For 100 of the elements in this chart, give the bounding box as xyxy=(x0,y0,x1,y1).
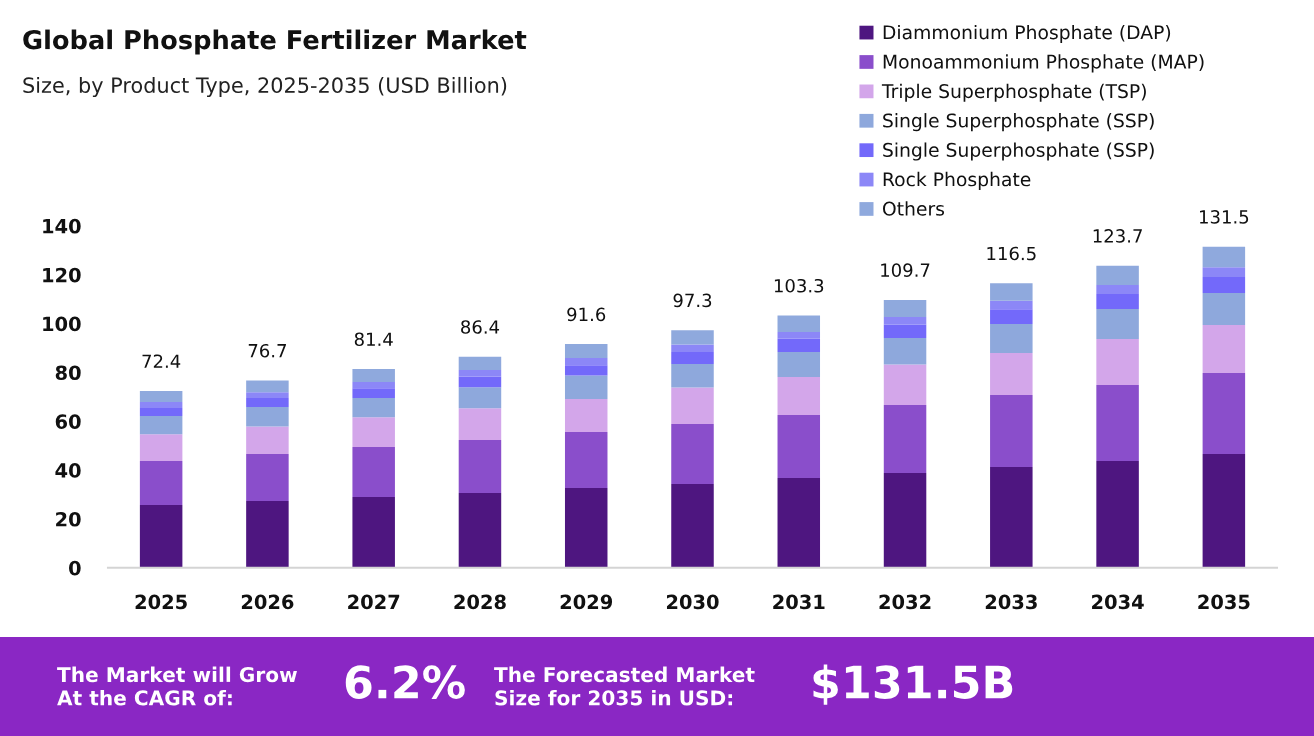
legend-label: Triple Superphosphate (TSP) xyxy=(881,83,1146,102)
bar xyxy=(458,440,502,494)
bar xyxy=(990,394,1033,467)
x-tick-label: 2029 xyxy=(560,594,613,610)
bar xyxy=(139,408,183,416)
bar xyxy=(458,408,502,441)
bar xyxy=(246,500,289,568)
bar xyxy=(139,415,183,435)
y-tick-label: 40 xyxy=(55,463,81,478)
bar xyxy=(990,352,1033,395)
bar xyxy=(777,331,821,339)
bar xyxy=(352,388,395,399)
bar xyxy=(564,432,608,488)
bar xyxy=(139,434,183,462)
bar xyxy=(883,299,927,317)
x-tick-label: 2035 xyxy=(1198,594,1250,610)
bar xyxy=(1202,267,1246,277)
bar xyxy=(1096,384,1139,462)
bar xyxy=(352,417,395,447)
bar xyxy=(564,487,608,568)
total-label: 86.4 xyxy=(461,320,500,334)
text: $131.5B xyxy=(813,664,1013,705)
bar xyxy=(564,365,608,376)
x-tick-label: 2032 xyxy=(879,594,931,610)
total-label: 109.7 xyxy=(881,263,930,277)
bar xyxy=(246,392,289,399)
bar xyxy=(1202,276,1246,294)
legend-label: Others xyxy=(882,201,945,216)
y-tick-label: 140 xyxy=(43,218,81,234)
bar xyxy=(777,377,821,415)
total-label: 72.4 xyxy=(142,354,181,368)
bar xyxy=(1096,285,1139,295)
bar xyxy=(777,477,821,568)
bar xyxy=(564,358,608,366)
x-tick-label: 2027 xyxy=(348,594,400,610)
bar xyxy=(139,461,183,506)
bar xyxy=(883,324,927,338)
bar xyxy=(458,376,502,388)
bar xyxy=(777,338,821,352)
bar xyxy=(990,309,1033,325)
bar xyxy=(352,398,395,418)
bar xyxy=(883,364,927,405)
y-tick-label: 80 xyxy=(55,365,81,381)
bar xyxy=(246,426,289,454)
bar xyxy=(352,381,395,389)
bar xyxy=(352,446,395,497)
bar xyxy=(990,300,1033,310)
legend-label: Single Superphosphate (SSP) xyxy=(883,142,1154,161)
x-tick-label: 2025 xyxy=(135,594,187,610)
bar xyxy=(458,369,502,377)
bar xyxy=(246,407,289,427)
bar xyxy=(352,369,395,382)
bar xyxy=(883,316,927,325)
bar xyxy=(564,399,608,433)
bar xyxy=(458,387,502,409)
bar xyxy=(883,337,927,365)
x-tick-label: 2031 xyxy=(773,594,825,610)
total-label: 123.7 xyxy=(1093,229,1142,243)
bar xyxy=(777,414,821,478)
bar xyxy=(564,344,608,359)
bar xyxy=(777,315,821,332)
total-label: 116.5 xyxy=(987,246,1036,261)
total-label: 97.3 xyxy=(673,293,712,308)
bar xyxy=(1096,461,1139,568)
bar xyxy=(1202,372,1246,454)
bar xyxy=(1096,338,1139,385)
bar xyxy=(246,380,289,393)
legend-label: Monoammonium Phosphate (MAP) xyxy=(883,54,1204,73)
bar xyxy=(1202,454,1246,568)
bar xyxy=(883,473,927,568)
legend-label: Rock Phosphate xyxy=(883,171,1031,190)
total-label: 103.3 xyxy=(774,278,824,293)
text: The Forecasted Market Size for 2035 in USD: xyxy=(494,666,755,706)
bar xyxy=(139,401,183,409)
y-tick-label: 0 xyxy=(69,560,81,576)
bar xyxy=(352,496,395,568)
legend-label: Single Superphosphate (SSP) xyxy=(883,113,1154,132)
bar xyxy=(990,324,1033,353)
bar xyxy=(1096,294,1139,309)
bar xyxy=(671,351,714,364)
bar xyxy=(883,404,927,474)
bar xyxy=(1096,265,1139,285)
x-tick-label: 2028 xyxy=(454,594,506,610)
chart-title: Global Phosphate Fertilizer Market xyxy=(23,29,527,55)
text: The Market will Grow At the CAGR of: xyxy=(57,666,297,706)
bar xyxy=(990,283,1033,301)
bar xyxy=(671,363,714,388)
chart-subtitle: Size, by Product Type, 2025-2035 (USD Billion) xyxy=(23,76,507,98)
bar xyxy=(139,505,183,568)
bar xyxy=(1202,246,1246,268)
total-label: 131.5 xyxy=(1200,210,1249,224)
y-tick-label: 20 xyxy=(56,511,81,527)
y-tick-label: 120 xyxy=(43,267,81,283)
bar xyxy=(1202,293,1246,326)
bar xyxy=(671,344,714,352)
y-tick-label: 100 xyxy=(43,316,81,332)
total-label: 81.4 xyxy=(354,332,393,347)
bar xyxy=(246,398,289,408)
bar xyxy=(1202,325,1246,373)
x-tick-label: 2026 xyxy=(241,594,294,610)
